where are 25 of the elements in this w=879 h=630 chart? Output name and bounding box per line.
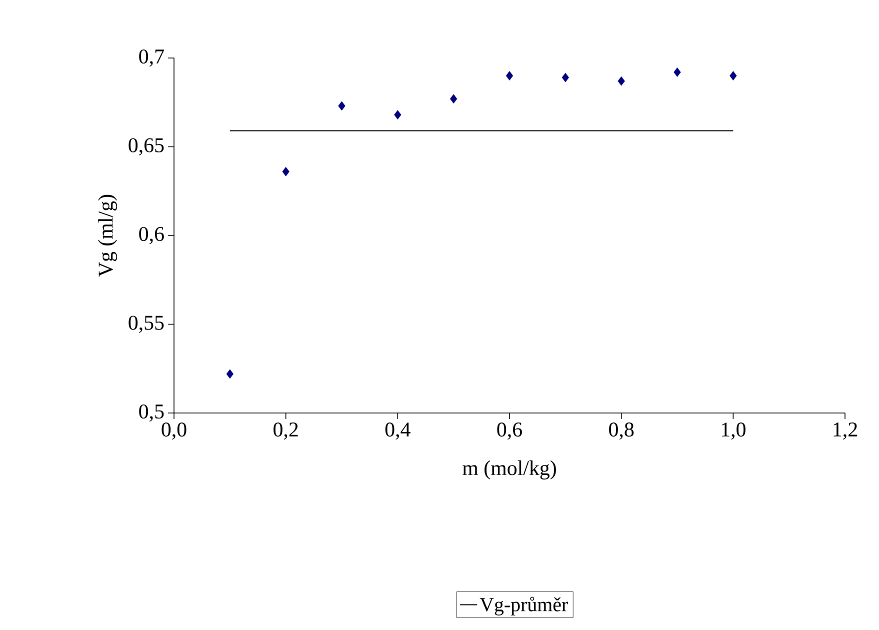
point (338, 101, 346, 111)
point (730, 71, 737, 80)
x-tick-label: 0,4 (385, 422, 410, 440)
legend-label: Vg-průměr (480, 596, 568, 616)
x-tick-label: 0,2 (274, 422, 298, 440)
y-tick-label: 0,65 (128, 138, 164, 156)
point (506, 71, 514, 80)
point (394, 110, 402, 120)
x-tick-label: 0,0 (162, 422, 186, 440)
y-tick-label: 0,6 (139, 226, 164, 244)
y-axis-title: Vg (ml/g) (98, 194, 118, 277)
point (562, 72, 569, 82)
point (674, 68, 681, 77)
y-tick-label: 0,5 (139, 404, 164, 422)
x-tick-label: 0,6 (497, 422, 522, 440)
point (450, 94, 458, 104)
point (282, 166, 290, 176)
x-tick-label: 0,8 (609, 422, 634, 440)
y-tick-label: 0,55 (128, 316, 164, 333)
x-axis-title: m (mol/kg) (462, 460, 556, 480)
x-tick-label: 1,0 (722, 422, 746, 440)
y-tick-label: 0,7 (139, 49, 164, 67)
point (618, 76, 625, 86)
x-tick-label: 1,2 (834, 422, 857, 440)
point (226, 369, 234, 379)
